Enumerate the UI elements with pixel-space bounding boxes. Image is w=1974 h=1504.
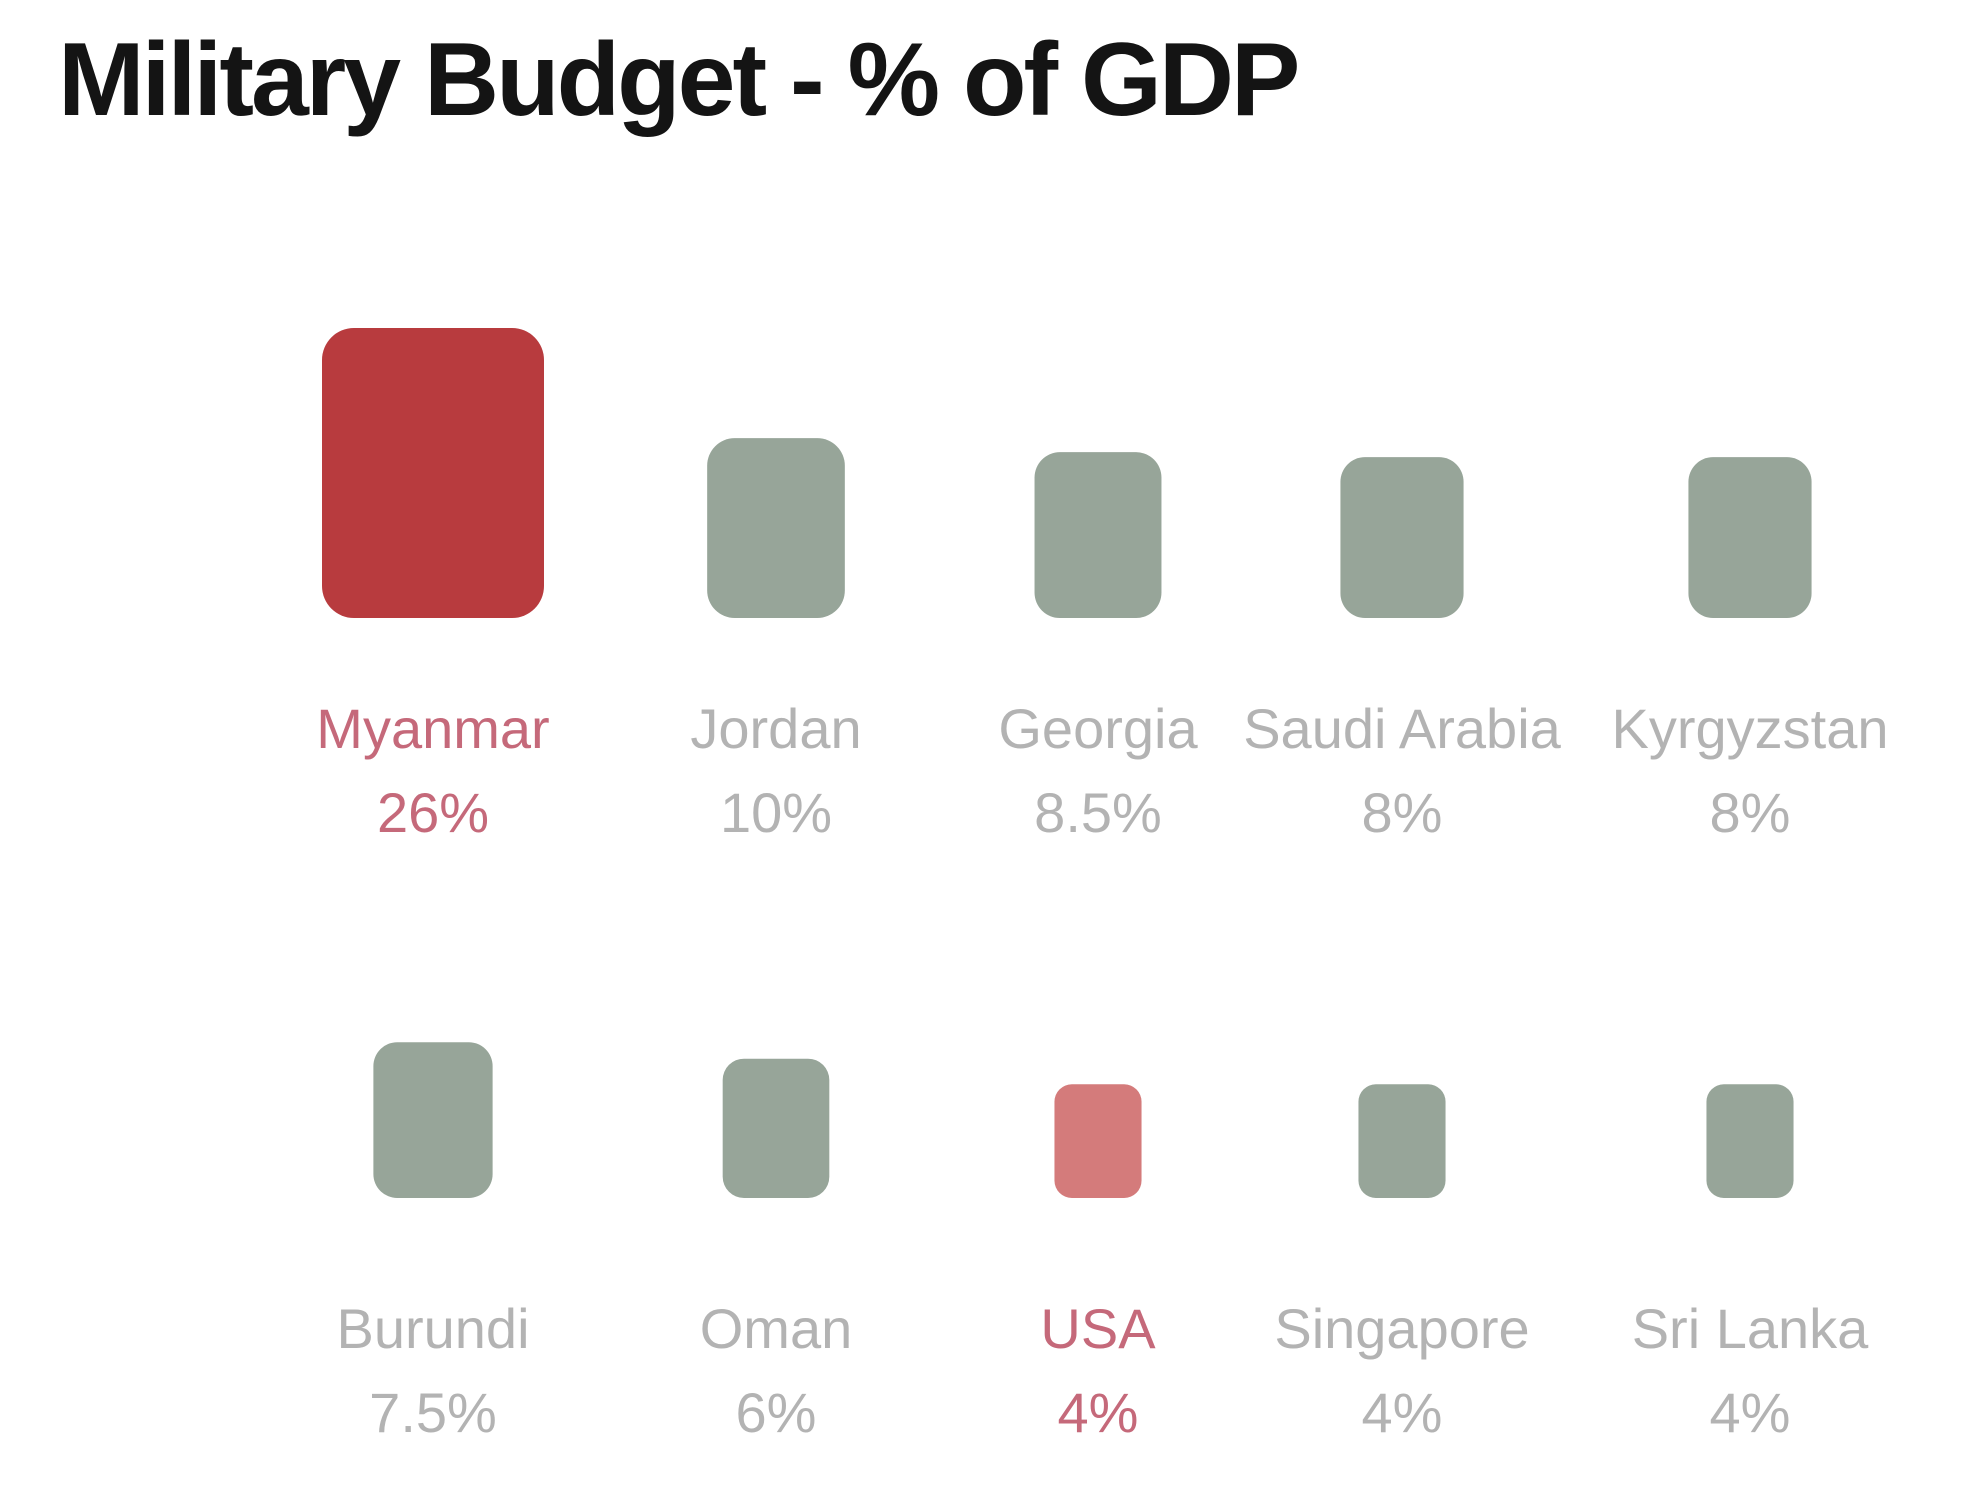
bar-singapore: [1358, 1084, 1446, 1198]
category-label-georgia: Georgia: [998, 697, 1198, 760]
value-label-saudi-arabia: 8%: [1362, 781, 1443, 844]
bar-usa: [1054, 1084, 1142, 1198]
category-label-kyrgyzstan: Kyrgyzstan: [1612, 697, 1889, 760]
value-label-burundi: 7.5%: [369, 1381, 497, 1444]
bar-saudi-arabia: [1340, 457, 1464, 618]
value-label-usa: 4%: [1058, 1381, 1139, 1444]
bar-sri-lanka: [1706, 1084, 1794, 1198]
category-label-burundi: Burundi: [336, 1297, 529, 1360]
category-label-oman: Oman: [700, 1297, 853, 1360]
value-label-sri-lanka: 4%: [1710, 1381, 1791, 1444]
value-label-oman: 6%: [736, 1381, 817, 1444]
label-group: Myanmar 26% Jordan 10% Georgia 8.5% Saudi Arab…: [316, 697, 1888, 1444]
page-title: Military Budget - % of GDP: [58, 22, 1300, 138]
category-label-saudi-arabia: Saudi Arabia: [1243, 697, 1561, 760]
category-label-jordan: Jordan: [690, 697, 861, 760]
category-label-sri-lanka: Sri Lanka: [1632, 1297, 1869, 1360]
value-label-kyrgyzstan: 8%: [1710, 781, 1791, 844]
value-label-georgia: 8.5%: [1034, 781, 1162, 844]
value-label-jordan: 10%: [720, 781, 832, 844]
bar-burundi: [373, 1042, 493, 1198]
bar-myanmar: [322, 328, 544, 618]
category-label-usa: USA: [1040, 1297, 1156, 1360]
bar-group: [322, 328, 1812, 1198]
bar-jordan: [707, 438, 845, 618]
category-label-singapore: Singapore: [1274, 1297, 1529, 1360]
bar-oman: [722, 1058, 830, 1198]
value-label-singapore: 4%: [1362, 1381, 1443, 1444]
bar-kyrgyzstan: [1688, 457, 1812, 618]
category-label-myanmar: Myanmar: [316, 697, 549, 760]
bar-georgia: [1034, 452, 1162, 618]
value-label-myanmar: 26%: [377, 781, 489, 844]
